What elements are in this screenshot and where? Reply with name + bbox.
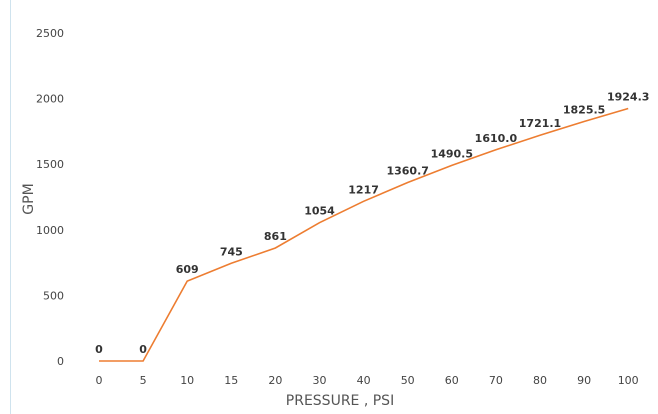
data-label: 1217 xyxy=(348,183,379,196)
x-tick-label: 30 xyxy=(313,374,327,387)
data-label: 1924.3 xyxy=(607,91,649,104)
x-tick-label: 50 xyxy=(401,374,415,387)
data-label: 861 xyxy=(264,230,287,243)
y-axis-ticks: 0 500 1000 1500 2000 2500 xyxy=(36,27,64,368)
x-tick-label: 80 xyxy=(533,374,547,387)
data-label: 0 xyxy=(139,343,147,356)
x-axis-ticks: 0 5 10 15 20 30 40 50 60 70 80 90 100 xyxy=(96,374,639,387)
data-label: 1054 xyxy=(304,205,335,218)
x-axis-title: PRESSURE , PSI xyxy=(286,393,394,409)
y-tick-label: 2000 xyxy=(36,93,64,106)
x-tick-label: 10 xyxy=(180,374,194,387)
data-label: 0 xyxy=(95,343,103,356)
x-tick-label: 40 xyxy=(357,374,371,387)
x-tick-label: 5 xyxy=(140,374,147,387)
data-label: 1610.0 xyxy=(475,132,518,145)
y-tick-label: 500 xyxy=(43,289,64,302)
x-tick-label: 15 xyxy=(224,374,238,387)
x-tick-label: 100 xyxy=(618,374,639,387)
x-tick-label: 60 xyxy=(445,374,459,387)
y-tick-label: 1500 xyxy=(36,158,64,171)
data-labels: 0 0 609 745 861 1054 1217 1360.71490.51610.0172… xyxy=(95,91,649,356)
x-tick-label: 20 xyxy=(268,374,282,387)
y-tick-label: 0 xyxy=(57,355,64,368)
data-label: 609 xyxy=(176,263,199,276)
y-tick-label: 2500 xyxy=(36,27,64,40)
data-label: 1825.5 xyxy=(563,103,605,116)
data-label: 745 xyxy=(220,245,243,258)
data-label: 1360.7 xyxy=(386,164,428,177)
data-label: 1490.5 xyxy=(431,147,473,160)
y-tick-label: 1000 xyxy=(36,224,64,237)
x-tick-label: 70 xyxy=(489,374,503,387)
left-frame-line xyxy=(10,0,11,414)
x-tick-label: 0 xyxy=(96,374,103,387)
data-label: 1721.1 xyxy=(519,117,561,130)
y-axis-title: GPM xyxy=(21,183,37,214)
x-tick-label: 90 xyxy=(577,374,591,387)
series-line xyxy=(99,107,629,362)
